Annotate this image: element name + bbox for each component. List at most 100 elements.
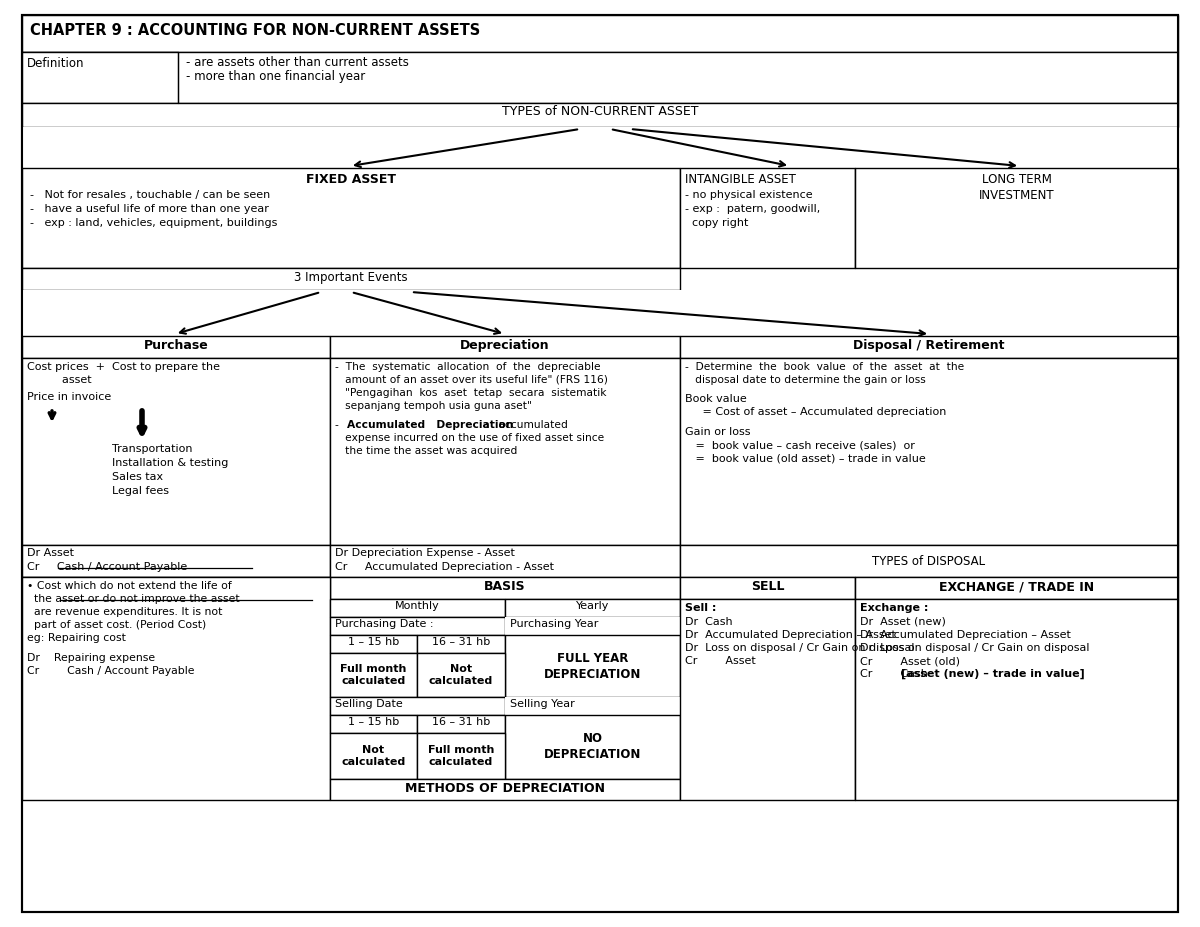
Text: -   Not for resales , touchable / can be seen: - Not for resales , touchable / can be s…	[30, 190, 270, 200]
Bar	[854, 577, 1178, 599]
Text: Cr        Asset (old): Cr Asset (old)	[860, 656, 960, 666]
Text: Purchasing Year: Purchasing Year	[510, 619, 599, 629]
Bar	[330, 358, 680, 545]
Text: FIXED ASSET: FIXED ASSET	[306, 173, 396, 186]
Text: Purchase: Purchase	[144, 339, 209, 352]
Text: amount of an asset over its useful life" (FRS 116): amount of an asset over its useful life"…	[335, 375, 608, 385]
Bar	[330, 697, 505, 715]
Text: 1 – 15 hb: 1 – 15 hb	[348, 717, 400, 727]
Text: - are assets other than current assets: - are assets other than current assets	[186, 56, 409, 69]
Text: CHAPTER 9 : ACCOUNTING FOR NON-CURRENT ASSETS: CHAPTER 9 : ACCOUNTING FOR NON-CURRENT A…	[30, 23, 480, 38]
Bar	[505, 617, 680, 635]
Text: Price in invoice: Price in invoice	[28, 392, 112, 402]
Text: Accumulated   Depreciation: Accumulated Depreciation	[347, 420, 514, 430]
Text: Not
calculated: Not calculated	[341, 744, 406, 768]
Text: Dr  Accumulated Depreciation – Asset: Dr Accumulated Depreciation – Asset	[685, 630, 896, 640]
Text: -  Determine  the  book  value  of  the  asset  at  the: - Determine the book value of the asset …	[685, 362, 965, 372]
Text: METHODS OF DEPRECIATION: METHODS OF DEPRECIATION	[406, 782, 605, 795]
Bar	[330, 715, 418, 733]
Text: Installation & testing: Installation & testing	[112, 458, 228, 468]
Text: Dr  Loss on disposal / Cr Gain on disposal: Dr Loss on disposal / Cr Gain on disposa…	[685, 643, 914, 653]
Text: Depreciation: Depreciation	[460, 339, 550, 352]
Bar	[22, 168, 680, 268]
Text: Full month
calculated: Full month calculated	[341, 664, 407, 686]
Text: =  book value (old asset) – trade in value: = book value (old asset) – trade in valu…	[685, 453, 925, 463]
Bar	[505, 599, 680, 617]
Text: TYPES of NON-CURRENT ASSET: TYPES of NON-CURRENT ASSET	[502, 105, 698, 118]
Text: expense incurred on the use of fixed asset since: expense incurred on the use of fixed ass…	[335, 433, 605, 443]
Bar	[680, 336, 1178, 358]
Text: -: -	[335, 420, 346, 430]
Text: LONG TERM
INVESTMENT: LONG TERM INVESTMENT	[979, 173, 1055, 202]
Text: -  The  systematic  allocation  of  the  depreciable: - The systematic allocation of the depre…	[335, 362, 601, 372]
Bar	[680, 168, 854, 268]
Text: Dr    Repairing expense: Dr Repairing expense	[28, 653, 155, 663]
Bar	[330, 577, 680, 599]
Text: Dr Depreciation Expense - Asset: Dr Depreciation Expense - Asset	[335, 548, 515, 558]
Bar	[330, 336, 680, 358]
Text: Gain or loss: Gain or loss	[685, 427, 750, 437]
Bar	[22, 103, 1178, 127]
Text: SELL: SELL	[751, 580, 785, 593]
Bar	[330, 635, 418, 653]
Text: Cr     Accumulated Depreciation - Asset: Cr Accumulated Depreciation - Asset	[335, 562, 554, 572]
Text: • Cost which do not extend the life of: • Cost which do not extend the life of	[28, 581, 232, 591]
Text: EXCHANGE / TRADE IN: EXCHANGE / TRADE IN	[938, 580, 1094, 593]
Text: TYPES of DISPOSAL: TYPES of DISPOSAL	[872, 555, 985, 568]
Text: =  book value – cash receive (sales)  or: = book value – cash receive (sales) or	[685, 440, 914, 450]
Text: are revenue expenditures. It is not: are revenue expenditures. It is not	[28, 607, 222, 617]
Bar	[854, 599, 1178, 800]
Text: Dr Asset: Dr Asset	[28, 548, 74, 558]
Text: Definition: Definition	[28, 57, 84, 70]
Text: Cr     Cash / Account Payable: Cr Cash / Account Payable	[28, 562, 187, 572]
Text: Dr  Accumulated Depreciation – Asset: Dr Accumulated Depreciation – Asset	[860, 630, 1070, 640]
Bar	[22, 15, 1178, 52]
Text: - no physical existence: - no physical existence	[685, 190, 812, 200]
Text: Cr        Asset: Cr Asset	[685, 656, 756, 666]
Text: Dr  Asset (new): Dr Asset (new)	[860, 617, 946, 627]
Text: :   accumulated: : accumulated	[478, 420, 568, 430]
Text: Disposal / Retirement: Disposal / Retirement	[853, 339, 1004, 352]
Bar	[418, 635, 505, 653]
Text: 16 – 31 hb: 16 – 31 hb	[432, 717, 490, 727]
Bar	[330, 545, 680, 577]
Bar	[505, 715, 680, 779]
Bar	[22, 290, 1178, 336]
Bar	[418, 733, 505, 779]
Bar	[22, 577, 330, 599]
Text: 16 – 31 hb: 16 – 31 hb	[432, 637, 490, 647]
Bar	[505, 635, 680, 697]
Text: -   exp : land, vehicles, equipment, buildings: - exp : land, vehicles, equipment, build…	[30, 218, 277, 228]
Text: part of asset cost. (Period Cost): part of asset cost. (Period Cost)	[28, 620, 206, 630]
Bar	[680, 545, 1178, 577]
Bar	[22, 358, 330, 545]
Text: - exp :  patern, goodwill,: - exp : patern, goodwill,	[685, 204, 821, 214]
Text: BASIS: BASIS	[484, 580, 526, 593]
Text: Purchasing Date :: Purchasing Date :	[335, 619, 433, 629]
Bar	[680, 577, 854, 599]
Bar	[22, 545, 330, 577]
Text: eg: Repairing cost: eg: Repairing cost	[28, 633, 126, 643]
Text: the asset or do not improve the asset: the asset or do not improve the asset	[28, 594, 240, 604]
Bar	[854, 168, 1178, 268]
Text: Book value: Book value	[685, 394, 746, 404]
Bar	[330, 617, 505, 635]
Text: [asset (new) – trade in value]: [asset (new) – trade in value]	[901, 669, 1085, 679]
Bar	[22, 336, 330, 358]
Text: Selling Year: Selling Year	[510, 699, 575, 709]
Text: Cr        Cash / Account Payable: Cr Cash / Account Payable	[28, 666, 194, 676]
Text: copy right: copy right	[685, 218, 749, 228]
Bar	[330, 779, 680, 800]
Bar	[418, 715, 505, 733]
Bar	[680, 358, 1178, 545]
Text: -   have a useful life of more than one year: - have a useful life of more than one ye…	[30, 204, 269, 214]
Bar	[418, 653, 505, 697]
Text: Dr  Loss on disposal / Cr Gain on disposal: Dr Loss on disposal / Cr Gain on disposa…	[860, 643, 1090, 653]
Bar	[22, 52, 178, 103]
Text: Yearly: Yearly	[576, 601, 610, 611]
Bar	[330, 653, 418, 697]
Text: Sell :: Sell :	[685, 603, 716, 613]
Text: Cost prices  +  Cost to prepare the: Cost prices + Cost to prepare the	[28, 362, 220, 372]
Text: Sales tax: Sales tax	[112, 472, 163, 482]
Text: "Pengagihan  kos  aset  tetap  secara  sistematik: "Pengagihan kos aset tetap secara sistem…	[335, 388, 606, 398]
